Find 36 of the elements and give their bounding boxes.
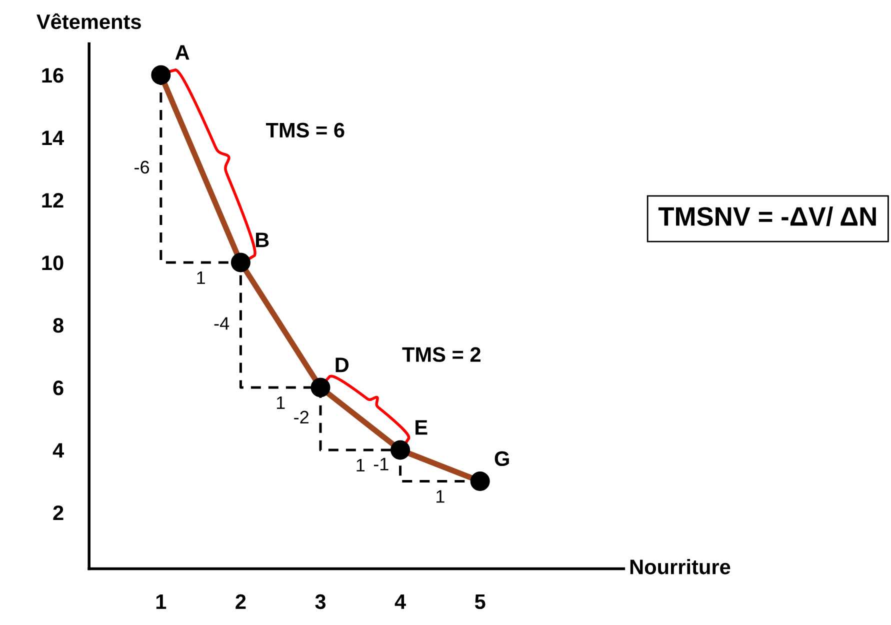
annotation: -4 (214, 317, 230, 330)
annotation: B (256, 232, 269, 248)
y-tick-label: 12 (42, 193, 64, 208)
y-tick-label: 16 (42, 68, 64, 83)
y-tick-label: 6 (53, 380, 64, 396)
point (390, 440, 410, 460)
annotation: -6 (134, 160, 150, 174)
y-tick-label: 10 (42, 256, 64, 270)
annotation: 1 (356, 458, 365, 472)
x-tick-label: 4 (394, 594, 406, 609)
y-tick-label: 8 (53, 318, 64, 333)
annotation: TMS = 2 (402, 347, 480, 362)
annotation: 1 (197, 271, 205, 284)
point (470, 472, 490, 491)
annotation: A (175, 45, 190, 60)
annotation: G (494, 451, 509, 466)
y-tick-label: 4 (52, 443, 64, 458)
point (230, 252, 250, 272)
annotation: -2 (294, 410, 308, 424)
point (151, 65, 171, 85)
x-tick-label: 5 (474, 594, 486, 610)
y-tick-label: 2 (53, 506, 64, 520)
x-tick-label: 2 (236, 594, 246, 609)
y-tick-label: 14 (42, 130, 64, 146)
annotation: D (336, 358, 349, 372)
annotation: TMS = 6 (266, 122, 344, 138)
x-tick-label: 1 (156, 594, 166, 609)
point (310, 378, 330, 398)
y-axis-title: Vêtements (36, 13, 141, 30)
text: TMSNV = -ΔV/ ΔN (658, 206, 876, 226)
annotation: -1 (374, 458, 388, 470)
annotation: 1 (436, 490, 444, 503)
x-tick-label: 3 (315, 594, 326, 610)
x-axis-title: Nourriture (630, 559, 730, 574)
annotation: E (416, 420, 428, 435)
annotation: 1 (276, 396, 285, 409)
